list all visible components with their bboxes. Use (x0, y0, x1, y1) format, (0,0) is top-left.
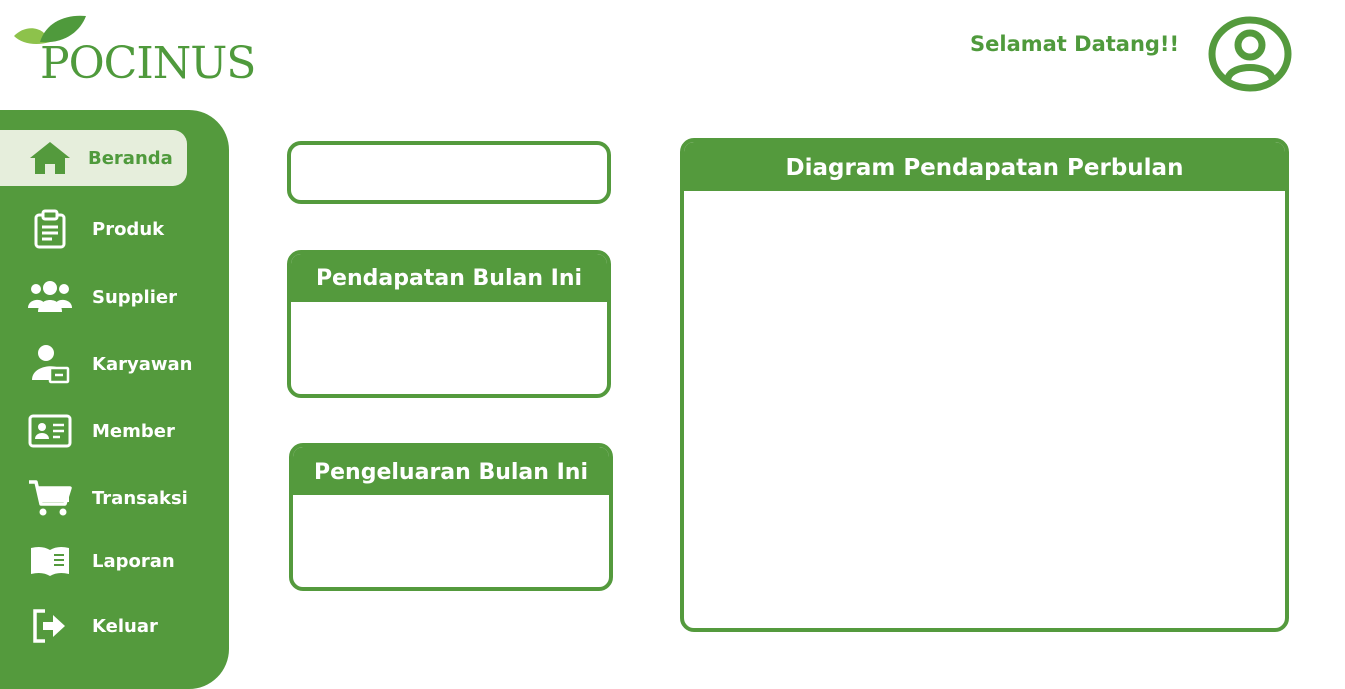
sidebar-item-label: Supplier (92, 286, 177, 308)
sidebar-item-transaksi[interactable]: Transaksi (0, 470, 200, 526)
sidebar-item-label: Beranda (88, 147, 173, 169)
cart-icon (26, 478, 74, 518)
expense-card-title: Pengeluaran Bulan Ini (293, 447, 609, 495)
sidebar-item-label: Laporan (92, 550, 175, 572)
sidebar: Beranda Produk Supplier (0, 110, 229, 689)
sidebar-item-supplier[interactable]: Supplier (0, 269, 200, 325)
leaf-icon (14, 15, 86, 44)
sidebar-item-produk[interactable]: Produk (0, 201, 200, 257)
sidebar-item-label: Produk (92, 218, 165, 240)
sidebar-item-member[interactable]: Member (0, 403, 200, 459)
expense-card: Pengeluaran Bulan Ini (289, 443, 613, 591)
users-icon (26, 277, 74, 317)
sidebar-item-karyawan[interactable]: Karyawan (0, 336, 200, 392)
id-card-icon (26, 411, 74, 451)
monthly-income-chart-panel: Diagram Pendapatan Perbulan (680, 138, 1289, 632)
sidebar-item-laporan[interactable]: Laporan (0, 533, 200, 589)
sidebar-item-beranda[interactable]: Beranda (0, 130, 187, 186)
sidebar-item-label: Member (92, 420, 175, 442)
logout-icon (26, 606, 74, 646)
sidebar-item-label: Karyawan (92, 353, 193, 375)
home-icon (26, 138, 74, 178)
user-circle-icon[interactable] (1208, 16, 1293, 92)
sidebar-item-keluar[interactable]: Keluar (0, 598, 200, 654)
summary-box (287, 141, 611, 204)
logo-text: POCINUS (40, 38, 256, 89)
book-icon (26, 541, 74, 581)
income-card-title: Pendapatan Bulan Ini (291, 254, 607, 302)
clipboard-icon (26, 209, 74, 249)
welcome-text: Selamat Datang!! (970, 32, 1180, 56)
sidebar-item-label: Transaksi (92, 487, 188, 509)
income-card: Pendapatan Bulan Ini (287, 250, 611, 398)
app-logo: POCINUS (10, 12, 256, 86)
employee-icon (26, 344, 74, 384)
chart-panel-title: Diagram Pendapatan Perbulan (684, 142, 1285, 191)
sidebar-item-label: Keluar (92, 615, 158, 637)
